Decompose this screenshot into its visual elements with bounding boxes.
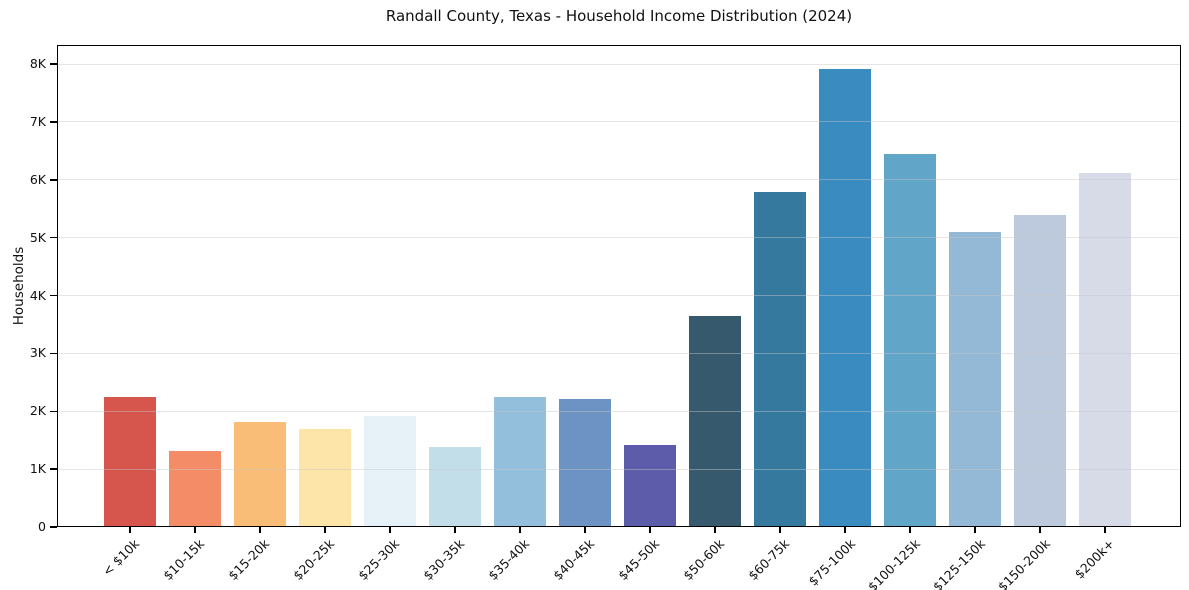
bar-$20-25k bbox=[298, 428, 351, 526]
y-tick-mark bbox=[50, 410, 57, 413]
x-tick-label-$10-15k: $10-15k bbox=[160, 536, 208, 584]
gridline-2000 bbox=[58, 410, 1180, 412]
y-tick-label-5K: 5K bbox=[29, 229, 46, 245]
x-tick-mark bbox=[519, 526, 521, 533]
y-tick-mark bbox=[50, 63, 57, 65]
gridline-4000 bbox=[58, 295, 1180, 297]
x-tick-label-$40-45k: $40-45k bbox=[550, 536, 598, 584]
x-tick-label-< $10k: < $10k bbox=[99, 536, 143, 579]
bar-$100-125k bbox=[883, 154, 936, 526]
bars-layer bbox=[58, 46, 1180, 526]
y-tick-label-8K: 8K bbox=[29, 56, 46, 72]
bar-$30-35k bbox=[428, 446, 481, 526]
bar-< $10k bbox=[103, 396, 156, 526]
y-tick-mark bbox=[50, 179, 57, 181]
y-tick-label-4K: 4K bbox=[29, 287, 46, 303]
y-tick-label-1K: 1K bbox=[29, 461, 46, 477]
plot-area bbox=[57, 45, 1181, 527]
gridline-5000 bbox=[58, 237, 1180, 239]
x-tick-label-$100-125k: $100-125k bbox=[864, 536, 923, 590]
bar-$10-15k bbox=[168, 450, 221, 526]
x-tick-mark bbox=[129, 526, 131, 533]
y-tick-mark bbox=[50, 236, 57, 239]
x-tick-mark bbox=[844, 526, 846, 533]
bar-$75-100k bbox=[818, 68, 871, 526]
y-tick-label-0: 0 bbox=[38, 519, 46, 534]
bar-$35-40k bbox=[493, 396, 546, 526]
gridline-7000 bbox=[58, 121, 1180, 123]
x-tick-mark bbox=[324, 526, 326, 533]
x-tick-mark bbox=[389, 526, 391, 533]
x-tick-label-$25-30k: $25-30k bbox=[355, 536, 403, 584]
y-tick-label-2K: 2K bbox=[29, 403, 46, 419]
x-tick-mark bbox=[194, 526, 196, 533]
y-tick-label-3K: 3K bbox=[29, 345, 46, 361]
x-tick-mark bbox=[649, 526, 651, 533]
y-tick-mark bbox=[50, 526, 57, 528]
x-tick-mark bbox=[259, 526, 261, 533]
chart-title: Randall County, Texas - Household Income… bbox=[385, 7, 853, 25]
x-tick-label-$150-200k: $150-200k bbox=[994, 536, 1053, 590]
x-tick-mark bbox=[779, 526, 781, 533]
x-tick-label-$50-60k: $50-60k bbox=[680, 536, 728, 584]
bar-$15-20k bbox=[233, 422, 286, 526]
y-tick-mark bbox=[50, 352, 57, 355]
x-tick-label-$15-20k: $15-20k bbox=[225, 536, 273, 584]
x-tick-label-$200k+: $200k+ bbox=[1071, 536, 1118, 582]
bar-$200k+ bbox=[1078, 173, 1131, 526]
bar-$125-150k bbox=[948, 232, 1001, 526]
gridline-8000 bbox=[58, 63, 1180, 65]
bar-$50-60k bbox=[688, 315, 741, 526]
x-tick-label-$35-40k: $35-40k bbox=[485, 536, 533, 584]
y-tick-mark bbox=[50, 468, 57, 470]
y-tick-label-6K: 6K bbox=[29, 171, 46, 187]
x-tick-mark bbox=[714, 526, 716, 533]
bar-$150-200k bbox=[1013, 215, 1066, 526]
x-tick-label-$30-35k: $30-35k bbox=[420, 536, 468, 584]
x-tick-mark bbox=[1039, 526, 1041, 533]
x-tick-label-$75-100k: $75-100k bbox=[804, 536, 858, 589]
y-tick-mark bbox=[50, 121, 57, 123]
x-tick-label-$20-25k: $20-25k bbox=[290, 536, 338, 584]
y-tick-mark bbox=[50, 294, 57, 297]
gridline-1000 bbox=[58, 468, 1180, 470]
x-tick-mark bbox=[974, 526, 976, 533]
x-tick-mark bbox=[454, 526, 456, 533]
bar-$40-45k bbox=[558, 399, 611, 526]
x-tick-mark bbox=[584, 526, 586, 533]
bar-$25-30k bbox=[363, 416, 416, 526]
x-tick-mark bbox=[1104, 526, 1106, 533]
bar-$60-75k bbox=[753, 192, 806, 526]
x-tick-mark bbox=[909, 526, 911, 533]
gridline-3000 bbox=[58, 352, 1180, 354]
x-tick-label-$45-50k: $45-50k bbox=[615, 536, 663, 584]
grid-layer bbox=[58, 46, 1180, 526]
bar-$45-50k bbox=[623, 444, 676, 526]
gridline-6000 bbox=[58, 179, 1180, 181]
x-tick-label-$60-75k: $60-75k bbox=[745, 536, 793, 584]
x-tick-label-$125-150k: $125-150k bbox=[929, 536, 988, 590]
y-tick-label-7K: 7K bbox=[29, 113, 46, 129]
y-axis-label: Households bbox=[11, 246, 27, 326]
